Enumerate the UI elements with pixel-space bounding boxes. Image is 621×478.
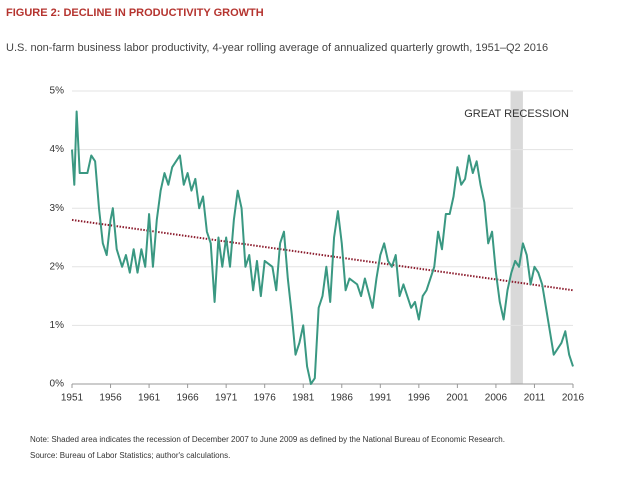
chart-title: FIGURE 2: DECLINE IN PRODUCTIVITY GROWTH xyxy=(6,7,264,19)
y-tick-label: 4% xyxy=(50,144,65,155)
y-tick-label: 1% xyxy=(50,320,65,331)
x-tick-label: 1976 xyxy=(254,393,277,404)
x-tick-label: 2001 xyxy=(446,393,469,404)
source: Source: Bureau of Labor Statistics; auth… xyxy=(30,451,230,460)
x-tick-label: 1991 xyxy=(369,393,392,404)
y-tick-label: 0% xyxy=(50,379,65,390)
x-tick-label: 1961 xyxy=(138,393,161,404)
recession-shade xyxy=(510,91,523,384)
y-tick-label: 2% xyxy=(50,261,65,272)
note: Note: Shaded area indicates the recessio… xyxy=(30,435,505,444)
x-tick-label: 1981 xyxy=(292,393,315,404)
x-tick-label: 2006 xyxy=(485,393,508,404)
x-tick-label: 1951 xyxy=(61,393,84,404)
chart-subtitle: U.S. non-farm business labor productivit… xyxy=(6,42,548,54)
x-tick-label: 2011 xyxy=(524,393,546,404)
y-tick-label: 5% xyxy=(50,86,65,97)
annotation: GREAT RECESSION xyxy=(464,108,569,120)
x-tick-label: 1956 xyxy=(99,393,122,404)
x-tick-label: 1966 xyxy=(176,393,199,404)
x-tick-label: 2016 xyxy=(562,393,585,404)
data-line xyxy=(71,110,574,385)
x-tick-label: 1971 xyxy=(215,393,238,404)
x-tick-label: 1986 xyxy=(331,393,354,404)
y-tick-label: 3% xyxy=(50,203,65,214)
x-tick-label: 1996 xyxy=(408,393,431,404)
